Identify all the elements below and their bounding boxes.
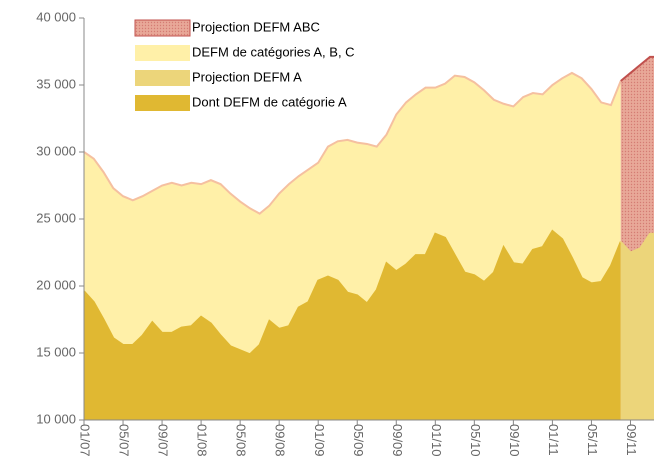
y-tick-label: 35 000 [36, 76, 76, 91]
x-tick-label: 09/08 [273, 424, 288, 457]
y-tick-label: 15 000 [36, 344, 76, 359]
x-tick-label: 01/08 [195, 424, 210, 457]
x-tick-label: 01/10 [429, 424, 444, 457]
x-tick-label: 09/11 [624, 424, 639, 456]
x-tick-label: 01/11 [546, 424, 561, 456]
x-tick-label: 05/09 [351, 424, 366, 457]
plot-area [83, 55, 654, 421]
x-tick-label: 05/11 [585, 424, 600, 456]
area-line [83, 71, 622, 215]
area-line [83, 229, 622, 356]
legend-swatch [134, 19, 191, 37]
area [620, 233, 654, 420]
x-tick-label: 09/07 [156, 424, 171, 457]
area-line [619, 232, 654, 254]
x-tick-label: 05/07 [117, 424, 132, 457]
x-tick-label: 01/07 [78, 424, 93, 457]
legend: Projection DEFM ABC DEFM de catégories A,… [134, 19, 355, 111]
x-tick-label: 09/10 [507, 424, 522, 457]
legend-swatch [135, 70, 190, 86]
y-tick-label: 30 000 [36, 143, 76, 158]
y-tick-label: 25 000 [36, 210, 76, 225]
area-line [620, 55, 654, 82]
y-tick-label: 40 000 [36, 9, 76, 24]
x-tick-label: 01/09 [312, 424, 327, 457]
legend-swatch [135, 95, 190, 111]
x-tick-label: 05/10 [468, 424, 483, 457]
y-tick-label: 20 000 [36, 277, 76, 292]
legend-label: Dont DEFM de catégorie A [192, 94, 347, 109]
legend-label: Projection DEFM A [192, 69, 302, 84]
legend-label: DEFM de catégories A, B, C [192, 44, 355, 59]
x-tick-label: 05/08 [234, 424, 249, 457]
legend-label: Projection DEFM ABC [192, 19, 320, 34]
legend-swatch [135, 45, 190, 61]
x-tick-label: 09/09 [390, 424, 405, 457]
area [84, 231, 621, 420]
y-tick-label: 10 000 [36, 411, 76, 426]
